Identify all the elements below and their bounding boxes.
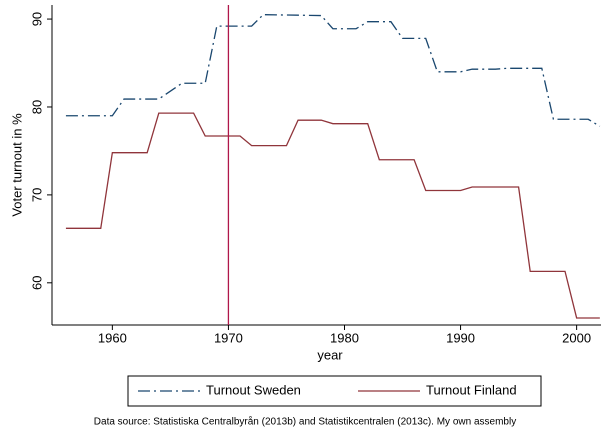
x-tick-label: 1980 bbox=[330, 330, 359, 345]
x-axis-label: year bbox=[317, 347, 343, 362]
y-axis-label: Voter turnout in % bbox=[9, 113, 24, 217]
legend-label: Turnout Finland bbox=[426, 382, 517, 397]
note: Data source: Statistiska Centralbyrån (2… bbox=[94, 416, 516, 428]
y-tick-label: 60 bbox=[29, 276, 44, 290]
x-tick-label: 1960 bbox=[98, 330, 127, 345]
x-tick-label: 1990 bbox=[446, 330, 475, 345]
series-line bbox=[65, 14, 601, 127]
legend-label: Turnout Sweden bbox=[206, 382, 301, 397]
x-tick-label: 2000 bbox=[562, 330, 591, 345]
y-tick-label: 90 bbox=[29, 12, 44, 26]
y-tick-label: 70 bbox=[29, 188, 44, 202]
y-tick-label: 80 bbox=[29, 100, 44, 114]
legend-box bbox=[127, 375, 542, 407]
series-line bbox=[65, 112, 600, 319]
x-tick-label: 1970 bbox=[214, 330, 243, 345]
